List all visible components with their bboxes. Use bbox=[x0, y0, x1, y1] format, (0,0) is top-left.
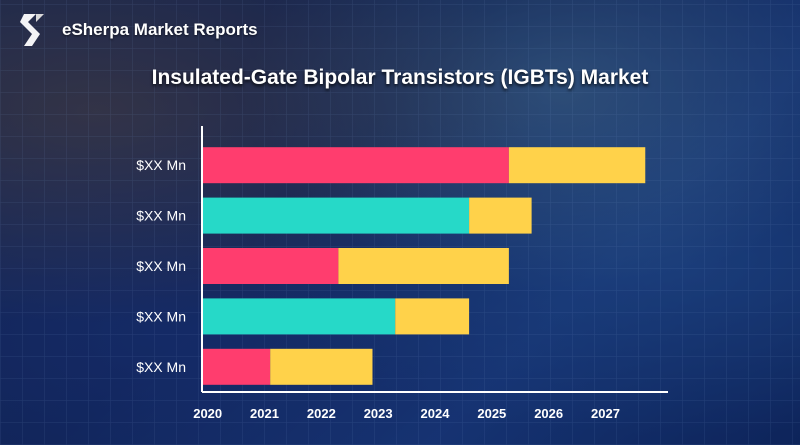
chart-title: Insulated-Gate Bipolar Transistors (IGBT… bbox=[151, 66, 649, 89]
y-tick-label: $XX Mn bbox=[136, 208, 186, 224]
bar-2-segment-1 bbox=[202, 197, 470, 234]
y-tick-label: $XX Mn bbox=[136, 157, 186, 173]
y-tick-label: $XX Mn bbox=[136, 359, 186, 375]
bar-2-segment-2 bbox=[469, 197, 532, 234]
x-tick-label: 2021 bbox=[250, 406, 279, 421]
bar-4-segment-2 bbox=[395, 298, 470, 335]
x-tick-label: 2024 bbox=[421, 406, 451, 421]
bar-5-segment-1 bbox=[202, 348, 271, 385]
y-tick-label: $XX Mn bbox=[136, 308, 186, 324]
brand-name: eSherpa Market Reports bbox=[62, 20, 258, 39]
x-tick-label: 2027 bbox=[591, 406, 620, 421]
y-tick-labels: $XX Mn $XX Mn $XX Mn $XX Mn $XX Mn bbox=[136, 157, 186, 375]
brand-logo[interactable]: eSherpa Market Reports bbox=[10, 10, 258, 50]
bar-1-segment-1 bbox=[202, 147, 509, 184]
bar-1-segment-2 bbox=[508, 147, 646, 184]
x-tick-label: 2026 bbox=[534, 406, 563, 421]
esherpa-s-logo-icon bbox=[20, 14, 44, 46]
x-tick-label: 2023 bbox=[364, 406, 393, 421]
x-tick-labels: 2020 2021 2022 2023 2024 2025 2026 2027 bbox=[193, 406, 620, 421]
bar-4-segment-1 bbox=[202, 298, 396, 335]
bar-3-segment-1 bbox=[202, 248, 339, 284]
x-tick-label: 2022 bbox=[307, 406, 336, 421]
bar-3-segment-2 bbox=[338, 248, 509, 284]
x-tick-label: 2025 bbox=[477, 406, 506, 421]
x-tick-label: 2020 bbox=[193, 406, 222, 421]
bar-5-segment-2 bbox=[270, 348, 373, 385]
y-tick-label: $XX Mn bbox=[136, 258, 186, 274]
bars-layer bbox=[202, 147, 646, 385]
